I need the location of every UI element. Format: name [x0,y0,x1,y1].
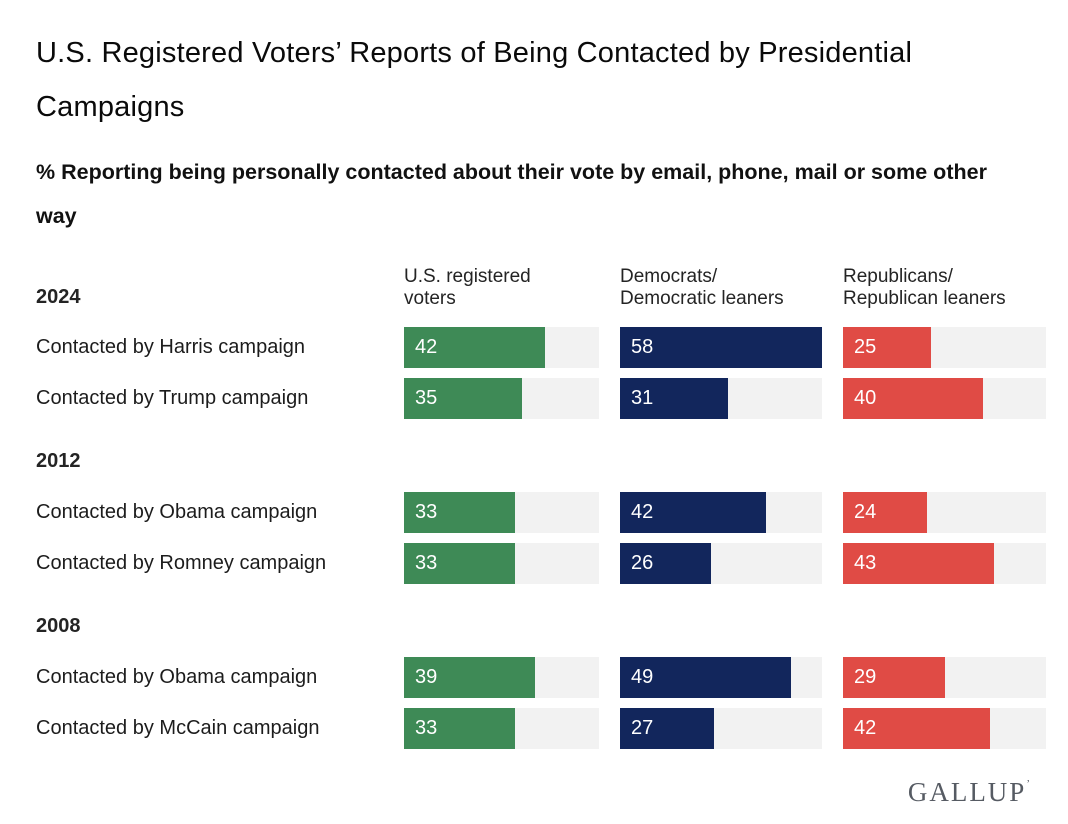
col-header-line: Democrats/ [620,266,718,287]
bar-us-voters: 33 [404,543,515,584]
bar-value: 24 [854,501,877,523]
bar-track: 42 [620,492,822,533]
bar-track: 42 [404,327,599,368]
bar-republicans: 29 [843,657,945,698]
bar-value: 42 [631,501,654,523]
bar-value: 39 [415,666,438,688]
col-header-us-registered-voters: U.S. registered voters [404,266,599,309]
bar-track: 35 [404,378,599,419]
table-row: Contacted by McCain campaign 33 27 42 [36,708,1046,749]
bar-value: 42 [854,717,877,739]
bar-democrats: 58 [620,327,822,368]
bar-track: 43 [843,543,1046,584]
bar-track: 49 [620,657,822,698]
bar-us-voters: 33 [404,492,515,533]
bar-value: 58 [631,336,654,358]
bar-track: 39 [404,657,599,698]
col-header-line: Republican leaners [843,287,1006,309]
col-header-line: Republicans/ [843,266,953,287]
table-row: Contacted by Harris campaign 42 58 25 [36,327,1046,368]
row-label: Contacted by McCain campaign [36,717,320,739]
bar-democrats: 31 [620,378,728,419]
bar-us-voters: 33 [404,708,515,749]
table-row: Contacted by Obama campaign 33 42 24 [36,492,1046,533]
col-header-democrats: Democrats/ Democratic leaners [620,266,822,309]
row-label: Contacted by Romney campaign [36,552,327,574]
column-header-row: 2024 U.S. registered voters Democrats/ D… [36,266,1030,309]
bar-us-voters: 42 [404,327,546,368]
gallup-logo: GALLUP’ [908,777,1030,808]
bar-track: 27 [620,708,822,749]
footer: GALLUP’ [36,777,1030,808]
bar-track: 58 [620,327,822,368]
bar-democrats: 49 [620,657,791,698]
bar-value: 43 [854,552,877,574]
bar-value: 26 [631,552,654,574]
bar-value: 31 [631,387,654,409]
bar-us-voters: 39 [404,657,536,698]
table-row: Contacted by Obama campaign 39 49 29 [36,657,1046,698]
year-label-2024: 2024 [36,286,81,308]
bar-value: 33 [415,717,438,739]
gallup-wordmark: GALLUP [907,777,1027,807]
bar-track: 24 [843,492,1046,533]
table-row: Contacted by Trump campaign 35 31 40 [36,378,1046,419]
bar-track: 33 [404,708,599,749]
bar-republicans: 25 [843,327,931,368]
row-label: Contacted by Obama campaign [36,666,318,688]
bar-republicans: 42 [843,708,990,749]
bar-track: 33 [404,543,599,584]
bar-value: 27 [631,717,654,739]
col-header-line: U.S. registered [404,266,531,287]
bar-track: 42 [843,708,1046,749]
bar-value: 40 [854,387,877,409]
year-header-row: 2008 [36,615,1030,638]
row-label: Contacted by Trump campaign [36,387,309,409]
year-label-2012: 2012 [36,450,81,472]
row-label: Contacted by Harris campaign [36,336,306,358]
year-label-2008: 2008 [36,615,81,637]
trademark-mark: ’ [1026,778,1030,790]
col-header-republicans: Republicans/ Republican leaners [843,266,1046,309]
row-label: Contacted by Obama campaign [36,501,318,523]
bar-democrats: 26 [620,543,711,584]
page-title: U.S. Registered Voters’ Reports of Being… [36,37,913,123]
bar-value: 49 [631,666,654,688]
bar-track: 29 [843,657,1046,698]
bar-value: 35 [415,387,438,409]
bar-republicans: 43 [843,543,994,584]
page-subtitle: % Reporting being personally contacted a… [36,160,987,228]
table-row: Contacted by Romney campaign 33 26 43 [36,543,1046,584]
bar-value: 29 [854,666,877,688]
bar-track: 26 [620,543,822,584]
bar-track: 25 [843,327,1046,368]
bar-democrats: 42 [620,492,767,533]
bar-track: 31 [620,378,822,419]
bar-value: 33 [415,552,438,574]
bar-republicans: 24 [843,492,927,533]
bar-track: 33 [404,492,599,533]
bar-value: 25 [854,336,877,358]
col-header-line: voters [404,287,456,309]
bar-democrats: 27 [620,708,715,749]
bar-value: 33 [415,501,438,523]
year-header-row: 2012 [36,450,1030,473]
col-header-line: Democratic leaners [620,287,784,309]
bar-value: 42 [415,336,438,358]
bar-republicans: 40 [843,378,983,419]
bar-us-voters: 35 [404,378,522,419]
bar-track: 40 [843,378,1046,419]
